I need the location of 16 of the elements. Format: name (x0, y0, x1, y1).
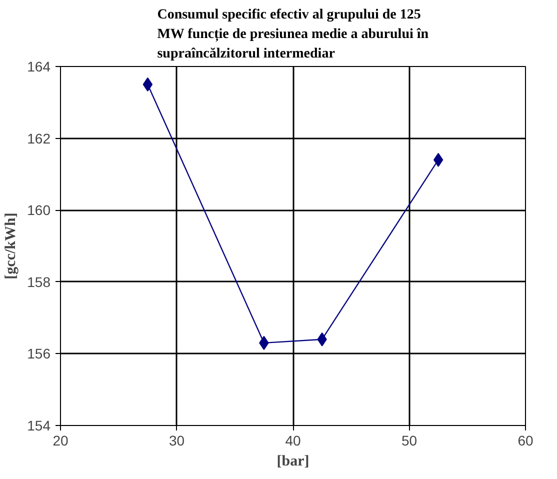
chart-title: Consumul specific efectiv al grupului de 125 MW funcție de presiunea medie a aburului în supraîncălzitorul intermediar (157, 8, 429, 62)
y-tick-label: 156 (27, 346, 51, 362)
y-tick-label: 164 (27, 58, 51, 74)
x-tick-label: 20 (52, 432, 68, 448)
y-tick-label: 160 (27, 202, 51, 218)
x-axis-title: [bar] (276, 454, 310, 470)
y-tick-label: 162 (27, 130, 51, 146)
y-tick-label: 158 (27, 274, 51, 290)
point (433, 152, 444, 167)
y-axis-title: [gcc/kWh] (3, 212, 20, 280)
x-tick-label: 50 (401, 432, 418, 448)
point (142, 77, 153, 92)
x-tick-label: 40 (285, 432, 301, 448)
y-tick-label: 154 (27, 418, 51, 434)
x-tick-label: 30 (168, 432, 185, 448)
x-tick-label: 60 (518, 432, 534, 448)
